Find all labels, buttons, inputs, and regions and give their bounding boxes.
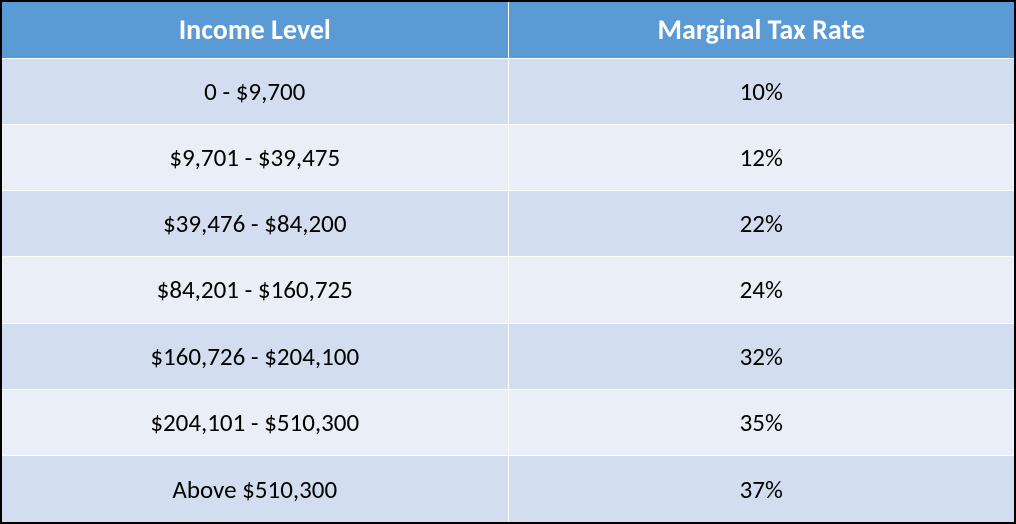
table-row: $84,201 - $160,725 24%	[2, 257, 1014, 323]
cell-income: $9,701 - $39,475	[2, 124, 508, 190]
cell-rate: 22%	[508, 191, 1014, 257]
cell-rate: 12%	[508, 124, 1014, 190]
cell-rate: 10%	[508, 58, 1014, 124]
cell-income: 0 - $9,700	[2, 58, 508, 124]
col-header-income: Income Level	[2, 2, 508, 58]
tax-table-container: Income Level Marginal Tax Rate 0 - $9,70…	[0, 0, 1016, 524]
col-header-rate: Marginal Tax Rate	[508, 2, 1014, 58]
table-row: $204,101 - $510,300 35%	[2, 389, 1014, 455]
table-row: 0 - $9,700 10%	[2, 58, 1014, 124]
table-row: $160,726 - $204,100 32%	[2, 323, 1014, 389]
cell-income: $84,201 - $160,725	[2, 257, 508, 323]
cell-income: $160,726 - $204,100	[2, 323, 508, 389]
cell-rate: 32%	[508, 323, 1014, 389]
tax-table: Income Level Marginal Tax Rate 0 - $9,70…	[2, 2, 1014, 522]
cell-income: $204,101 - $510,300	[2, 389, 508, 455]
table-row: $39,476 - $84,200 22%	[2, 191, 1014, 257]
table-row: Above $510,300 37%	[2, 456, 1014, 522]
table-body: 0 - $9,700 10% $9,701 - $39,475 12% $39,…	[2, 58, 1014, 522]
cell-rate: 24%	[508, 257, 1014, 323]
cell-income: Above $510,300	[2, 456, 508, 522]
table-row: $9,701 - $39,475 12%	[2, 124, 1014, 190]
cell-income: $39,476 - $84,200	[2, 191, 508, 257]
cell-rate: 37%	[508, 456, 1014, 522]
cell-rate: 35%	[508, 389, 1014, 455]
table-header-row: Income Level Marginal Tax Rate	[2, 2, 1014, 58]
